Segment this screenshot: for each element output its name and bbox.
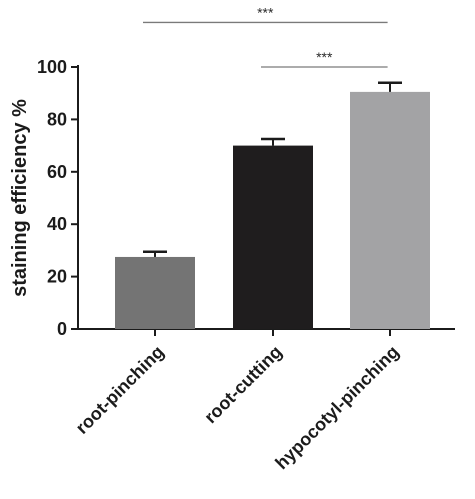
bar bbox=[350, 91, 430, 329]
y-tick-label: 60 bbox=[47, 162, 67, 182]
y-tick-label: 0 bbox=[57, 319, 67, 339]
y-tick-label: 80 bbox=[47, 109, 67, 129]
y-tick-label: 20 bbox=[47, 267, 67, 287]
y-tick-label: 40 bbox=[47, 214, 67, 234]
category-label: hypocotyl-pinching bbox=[271, 342, 403, 474]
y-axis-title: staining efficiency % bbox=[9, 99, 31, 297]
y-tick-label: 100 bbox=[37, 57, 67, 77]
bar bbox=[115, 256, 195, 329]
category-labels: root-pinching root-cuttinghypocotyl-pinch… bbox=[72, 342, 403, 474]
significance-label: *** bbox=[316, 49, 333, 65]
error-bars bbox=[143, 81, 402, 257]
category-label: root-pinching bbox=[72, 342, 168, 438]
significance-brackets: *** *** bbox=[143, 4, 388, 68]
bars bbox=[115, 91, 430, 329]
bar bbox=[233, 145, 313, 329]
category-label: root-cutting bbox=[200, 342, 286, 428]
significance-label: *** bbox=[257, 4, 274, 20]
